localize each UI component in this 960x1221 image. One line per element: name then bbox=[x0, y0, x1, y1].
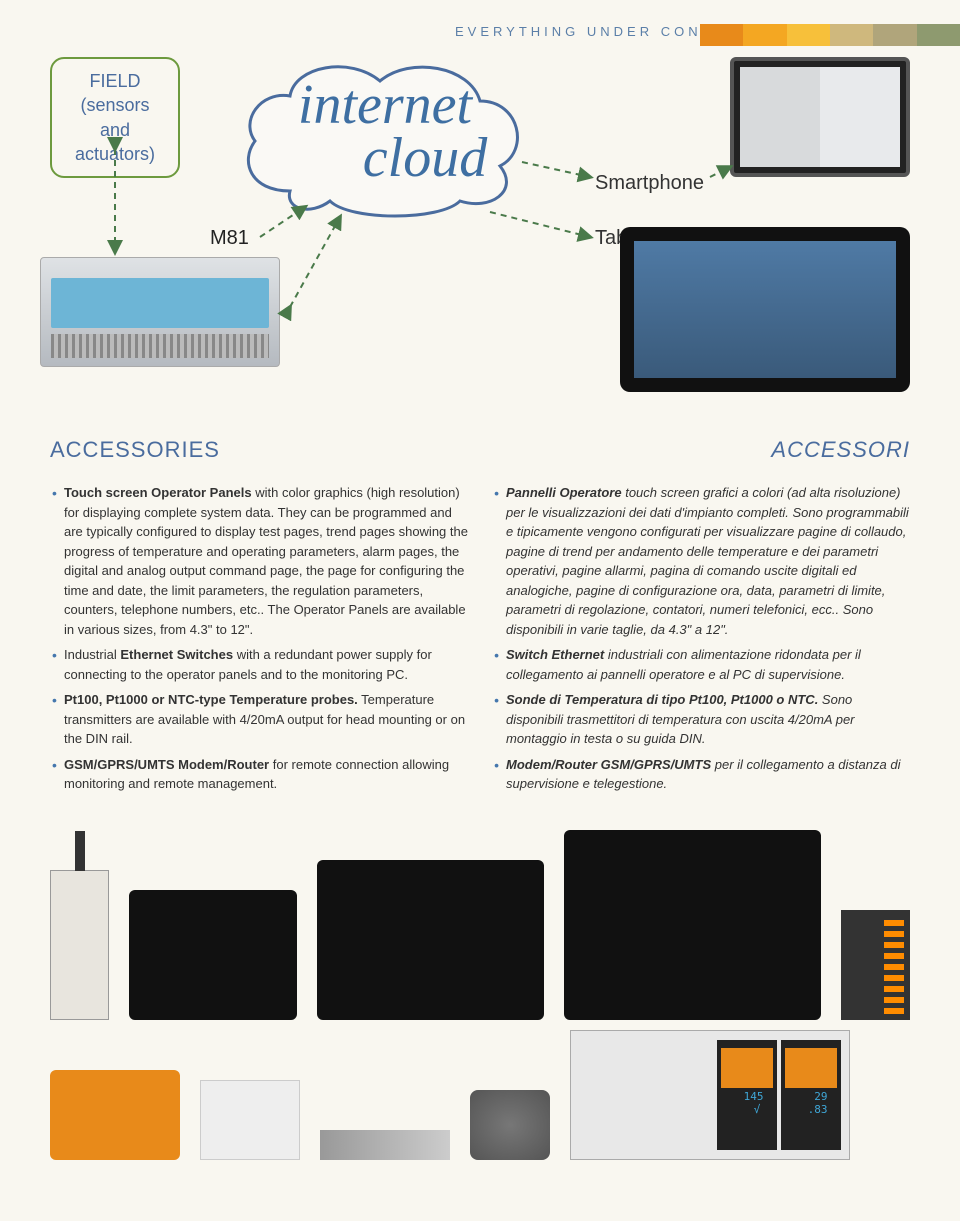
controller-display bbox=[781, 1040, 841, 1150]
list-item: Switch Ethernet industriali con alimenta… bbox=[492, 645, 910, 684]
m81-label: M81 bbox=[210, 227, 249, 250]
temperature-probe-image bbox=[50, 1070, 180, 1160]
ethernet-switch-image bbox=[841, 910, 910, 1020]
probe-rod-image bbox=[320, 1130, 450, 1160]
section-title-left: ACCESSORIES bbox=[50, 437, 220, 463]
list-item: Pt100, Pt1000 or NTC-type Temperature pr… bbox=[50, 690, 468, 749]
m81-controller-image bbox=[40, 257, 280, 367]
accessories-it-column: Pannelli Operatore touch screen grafici … bbox=[492, 483, 910, 800]
hmi-panel-large-image bbox=[564, 830, 821, 1020]
field-box: FIELD (sensors and actuators) bbox=[50, 57, 180, 178]
smartphone-image bbox=[730, 57, 910, 177]
list-item: Pannelli Operatore touch screen grafici … bbox=[492, 483, 910, 639]
item-lead: Ethernet Switches bbox=[120, 647, 233, 662]
list-item: Industrial Ethernet Switches with a redu… bbox=[50, 645, 468, 684]
controller-panel-image bbox=[570, 1030, 850, 1160]
item-lead: Switch Ethernet bbox=[506, 647, 604, 662]
architecture-diagram: FIELD (sensors and actuators) internet c… bbox=[30, 57, 930, 397]
item-lead: Modem/Router GSM/GPRS/UMTS bbox=[506, 757, 711, 772]
item-lead: Sonde di Temperatura di tipo Pt100, Pt10… bbox=[506, 692, 818, 707]
hmi-panel-small-image bbox=[129, 890, 297, 1020]
item-body: Industrial bbox=[64, 647, 120, 662]
item-body: touch screen grafici a colori (ad alta r… bbox=[506, 485, 909, 637]
list-item: GSM/GPRS/UMTS Modem/Router for remote co… bbox=[50, 755, 468, 794]
product-gallery-row-2 bbox=[50, 1030, 910, 1160]
modem-antenna-image bbox=[50, 870, 109, 1020]
pressure-transmitter-image bbox=[470, 1090, 550, 1160]
field-line3: and bbox=[58, 118, 172, 142]
item-body: with color graphics (high resolution) fo… bbox=[64, 485, 468, 637]
item-lead: Pt100, Pt1000 or NTC-type Temperature pr… bbox=[64, 692, 358, 707]
cloud-label-2: cloud bbox=[310, 132, 540, 185]
brand-color-band bbox=[700, 24, 960, 46]
hmi-panel-medium-image bbox=[317, 860, 544, 1020]
accessories-en-column: Touch screen Operator Panels with color … bbox=[50, 483, 468, 800]
controller-display bbox=[717, 1040, 777, 1150]
transmitter-image bbox=[200, 1080, 300, 1160]
internet-cloud: internet cloud bbox=[230, 51, 540, 221]
smartphone-label: Smartphone bbox=[595, 172, 704, 195]
section-title-right: ACCESSORI bbox=[771, 437, 910, 463]
product-gallery-row-1 bbox=[50, 830, 910, 1020]
tablet-image bbox=[620, 227, 910, 392]
field-line1: FIELD bbox=[58, 69, 172, 93]
item-lead: GSM/GPRS/UMTS Modem/Router bbox=[64, 757, 269, 772]
list-item: Sonde di Temperatura di tipo Pt100, Pt10… bbox=[492, 690, 910, 749]
field-line2: (sensors bbox=[58, 93, 172, 117]
list-item: Modem/Router GSM/GPRS/UMTS per il colleg… bbox=[492, 755, 910, 794]
list-item: Touch screen Operator Panels with color … bbox=[50, 483, 468, 639]
item-lead: Touch screen Operator Panels bbox=[64, 485, 252, 500]
field-line4: actuators) bbox=[58, 142, 172, 166]
item-lead: Pannelli Operatore bbox=[506, 485, 622, 500]
